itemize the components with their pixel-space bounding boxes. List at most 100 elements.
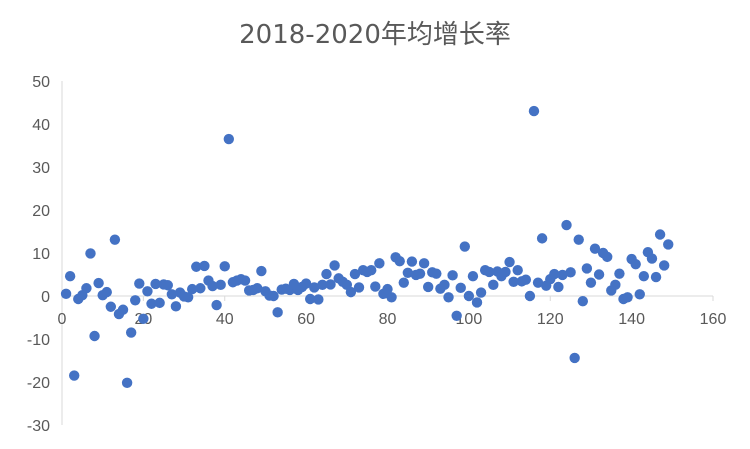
scatter-point [154, 297, 165, 309]
y-tick-label: -20 [27, 375, 50, 392]
scatter-point [321, 268, 332, 280]
scatter-point [658, 260, 670, 271]
scatter-point [589, 243, 601, 254]
scatter-point [622, 292, 633, 303]
scatter-point [101, 286, 112, 298]
scatter-point [467, 271, 479, 282]
scatter-point [500, 266, 511, 278]
scatter-point [386, 292, 397, 303]
scatter-point [199, 260, 210, 272]
scatter-point [610, 279, 621, 291]
scatter-point [125, 327, 137, 338]
scatter-point [121, 377, 133, 389]
scatter-point [443, 292, 454, 303]
scatter-point [630, 258, 641, 270]
x-tick-label: 60 [297, 311, 315, 328]
scatter-point [532, 277, 544, 288]
scatter-point [134, 278, 145, 289]
scatter-point [223, 133, 235, 145]
scatter-point [508, 276, 519, 288]
scatter-point [268, 290, 279, 302]
scatter-point [475, 287, 487, 298]
scatter-point [239, 275, 251, 286]
scatter-point [593, 269, 605, 280]
scatter-point [650, 271, 662, 283]
scatter-point [398, 277, 409, 288]
scatter-point [536, 233, 548, 244]
scatter-point [182, 292, 194, 303]
scatter-point [459, 241, 471, 252]
scatter-point [553, 281, 564, 293]
scatter-point [602, 251, 613, 263]
scatter-point [191, 261, 202, 272]
scatter-point [109, 234, 121, 245]
scatter-point [146, 298, 157, 309]
scatter-point [309, 282, 320, 293]
scatter-point [272, 307, 283, 318]
scatter-point [374, 258, 385, 269]
scatter-point [488, 279, 499, 291]
scatter-point [81, 283, 92, 294]
scatter-point [60, 288, 72, 300]
scatter-point [565, 267, 576, 278]
scatter-point [187, 283, 198, 295]
scatter-point [569, 352, 580, 364]
scatter-point [353, 282, 365, 293]
y-tick-label: -10 [27, 332, 50, 349]
scatter-point [304, 293, 316, 305]
scatter-point [573, 234, 584, 245]
scatter-point [215, 279, 226, 291]
scatter-point [69, 370, 80, 381]
scatter-point [406, 256, 418, 267]
scatter-point [520, 274, 532, 285]
scatter-point [382, 283, 393, 295]
x-tick-label: 80 [379, 311, 397, 328]
scatter-point [256, 265, 267, 277]
scatter-point [614, 268, 625, 279]
data-points [60, 105, 674, 389]
scatter-point [105, 301, 117, 312]
scatter-point [130, 295, 141, 306]
scatter-point [654, 229, 666, 240]
scatter-point [504, 256, 515, 268]
scatter-point [370, 281, 381, 292]
x-tick-label: 100 [456, 311, 483, 328]
scatter-point [170, 301, 182, 312]
y-tick-label: 50 [32, 74, 50, 91]
scatter-point [317, 279, 328, 291]
y-tick-label: 20 [32, 203, 50, 220]
scatter-point [329, 260, 340, 271]
scatter-point [638, 271, 650, 282]
scatter-point [451, 310, 462, 321]
scatter-point [313, 294, 324, 305]
scatter-point [349, 268, 361, 280]
scatter-point [366, 265, 377, 276]
chart-title: 2018-2020年均增长率 [239, 20, 511, 50]
scatter-point [345, 286, 357, 298]
x-tick-label: 40 [216, 311, 234, 328]
scatter-point [117, 304, 129, 315]
x-tick-label: 0 [58, 311, 67, 328]
x-tick-label: 140 [618, 311, 645, 328]
scatter-point [300, 278, 312, 289]
y-tick-label: 0 [41, 289, 50, 306]
scatter-point [634, 289, 645, 300]
scatter-point [325, 279, 336, 290]
scatter-point [581, 263, 593, 274]
scatter-point [557, 269, 568, 281]
scatter-point [549, 268, 560, 280]
y-tick-label: -30 [27, 418, 50, 435]
scatter-point [402, 267, 414, 278]
y-tick-label: 40 [32, 117, 50, 134]
scatter-point [439, 279, 450, 291]
x-tick-label: 160 [700, 311, 727, 328]
scatter-point [142, 286, 153, 297]
scatter-point [414, 268, 426, 279]
scatter-point [431, 268, 442, 279]
scatter-point [195, 283, 206, 294]
x-tick-label: 120 [537, 311, 564, 328]
scatter-point [646, 253, 658, 264]
scatter-point [512, 265, 523, 276]
